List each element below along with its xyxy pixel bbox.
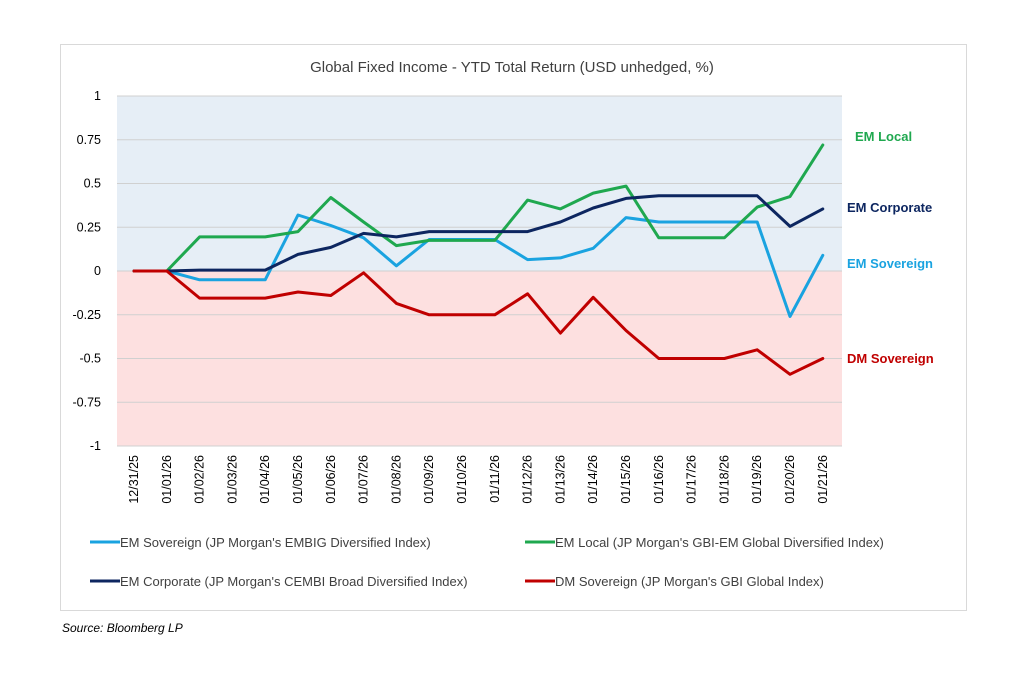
legend-entry: EM Sovereign (JP Morgan's EMBIG Diversif… <box>120 535 431 550</box>
series-label-em-sovereign: EM Sovereign <box>847 256 933 271</box>
x-tick-label: 01/03/26 <box>225 455 239 504</box>
series-lines <box>132 143 825 376</box>
x-tick-label: 01/04/26 <box>258 455 272 504</box>
x-axis: 12/31/25 01/01/26 01/02/26 01/03/26 01/04/26… <box>127 455 830 504</box>
x-tick-label: 01/13/26 <box>553 455 567 504</box>
series-end-labels: EM Sovereign EM Local EM Corporate DM Sover… <box>847 129 934 366</box>
x-tick-label: 01/20/26 <box>783 455 797 504</box>
legend-entry: DM Sovereign (JP Morgan's GBI Global Ind… <box>555 574 824 589</box>
y-axis: 1 0.75 0.5 0.25 0 -0.25 -0.5 -0.75 -1 <box>73 89 102 453</box>
x-tick-label: 01/17/26 <box>685 455 699 504</box>
x-tick-label: 01/08/26 <box>389 455 403 504</box>
y-tick-label: 0 <box>94 264 101 278</box>
x-tick-label: 01/01/26 <box>160 455 174 504</box>
legend: EM Sovereign (JP Morgan's EMBIG Diversif… <box>90 535 884 589</box>
x-tick-label: 01/11/26 <box>488 455 502 503</box>
x-tick-label: 01/16/26 <box>652 455 666 504</box>
x-tick-label: 01/06/26 <box>324 455 338 504</box>
series-line-em-corporate <box>132 194 825 273</box>
series-line-em-local <box>132 143 825 273</box>
x-tick-label: 01/07/26 <box>357 455 371 504</box>
series-label-dm-sovereign: DM Sovereign <box>847 351 934 366</box>
legend-entry: EM Corporate (JP Morgan's CEMBI Broad Di… <box>120 574 468 589</box>
x-tick-label: 01/21/26 <box>816 455 830 504</box>
source-note: Source: Bloomberg LP <box>62 621 183 635</box>
y-tick-label: -1 <box>90 439 101 453</box>
x-tick-label: 01/10/26 <box>455 455 469 504</box>
chart-title: Global Fixed Income - YTD Total Return (… <box>310 59 714 76</box>
gridlines <box>117 95 842 447</box>
series-label-em-corporate: EM Corporate <box>847 200 932 215</box>
x-tick-label: 01/05/26 <box>291 455 305 504</box>
x-tick-label: 01/14/26 <box>586 455 600 504</box>
x-tick-label: 01/19/26 <box>750 455 764 504</box>
y-tick-label: 0.75 <box>77 133 101 147</box>
x-tick-label: 01/09/26 <box>422 455 436 504</box>
y-tick-label: -0.25 <box>73 308 102 322</box>
x-tick-label: 12/31/25 <box>127 455 141 504</box>
series-label-em-local: EM Local <box>855 129 912 144</box>
y-tick-label: 1 <box>94 89 101 103</box>
x-tick-label: 01/15/26 <box>619 455 633 504</box>
y-tick-label: -0.75 <box>73 395 102 409</box>
y-tick-label: -0.5 <box>79 352 101 366</box>
y-tick-label: 0.5 <box>84 177 101 191</box>
legend-entry: EM Local (JP Morgan's GBI-EM Global Dive… <box>555 535 884 550</box>
y-tick-label: 0.25 <box>77 220 101 234</box>
x-tick-label: 01/18/26 <box>717 455 731 504</box>
x-tick-label: 01/12/26 <box>521 455 535 504</box>
x-tick-label: 01/02/26 <box>193 455 207 504</box>
series-line-dm-sovereign <box>132 269 825 376</box>
